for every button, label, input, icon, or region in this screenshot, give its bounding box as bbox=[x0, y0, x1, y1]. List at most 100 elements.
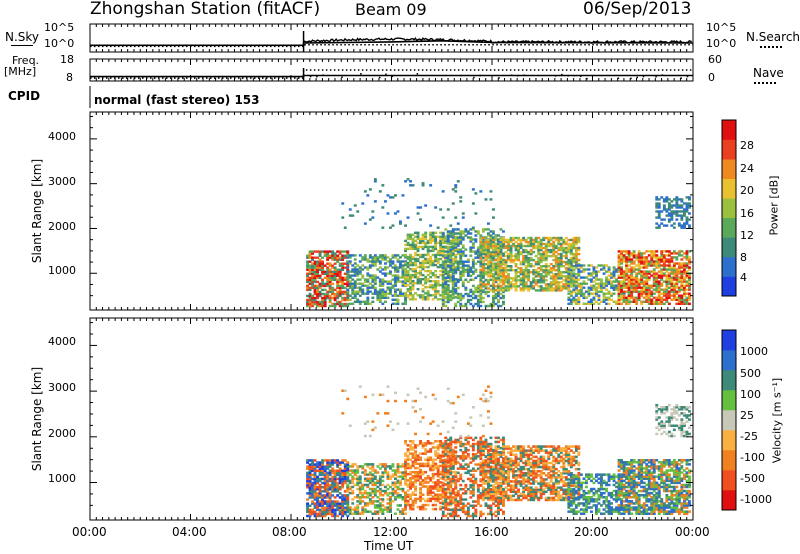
heatmap-cell bbox=[416, 265, 420, 269]
heatmap-cell bbox=[489, 304, 493, 308]
heatmap-cell bbox=[441, 491, 445, 494]
heatmap-cell bbox=[353, 266, 357, 269]
heatmap-cell bbox=[677, 286, 681, 289]
heatmap-cell bbox=[323, 469, 327, 472]
heatmap-cell bbox=[459, 467, 463, 470]
heatmap-cell bbox=[494, 263, 498, 266]
heatmap-cell bbox=[492, 294, 495, 298]
heatmap-cell bbox=[479, 279, 483, 282]
heatmap-cell bbox=[429, 257, 433, 261]
heatmap-cell bbox=[351, 270, 355, 273]
heatmap-cell bbox=[363, 266, 367, 269]
heatmap-cell bbox=[632, 288, 636, 291]
heatmap-cell bbox=[527, 271, 531, 274]
heatmap-cell bbox=[449, 451, 453, 454]
heatmap-cell bbox=[384, 471, 387, 474]
heatmap-cell bbox=[424, 450, 428, 453]
heatmap-cell bbox=[373, 290, 377, 293]
heatmap-cell bbox=[610, 294, 613, 297]
heatmap-cell bbox=[479, 258, 483, 261]
heatmap-cell bbox=[434, 450, 438, 453]
heatmap-cell bbox=[434, 247, 438, 251]
heatmap-cell bbox=[333, 461, 337, 464]
heatmap-cell bbox=[429, 466, 433, 470]
heatmap-cell bbox=[424, 253, 428, 257]
heatmap-cell bbox=[471, 284, 475, 288]
heatmap-cell bbox=[409, 243, 412, 247]
heatmap-cell bbox=[683, 290, 686, 293]
heatmap-cell bbox=[368, 510, 372, 513]
heatmap-cell bbox=[587, 286, 591, 289]
heatmap-cell bbox=[481, 236, 485, 240]
heatmap-cell bbox=[476, 286, 480, 290]
heatmap-cell bbox=[451, 240, 455, 243]
heatmap-cell bbox=[416, 505, 420, 509]
heatmap-cell bbox=[363, 471, 367, 474]
heatmap-cell bbox=[527, 240, 531, 244]
heatmap-cell bbox=[416, 458, 420, 461]
heatmap-cell bbox=[338, 508, 342, 512]
heatmap-cell bbox=[381, 290, 385, 293]
heatmap-cell bbox=[356, 510, 360, 513]
heatmap-cell bbox=[544, 279, 548, 282]
heatmap-cell bbox=[680, 280, 684, 283]
heatmap-cell bbox=[539, 244, 543, 248]
heatmap-cell bbox=[396, 276, 400, 279]
heatmap-cell bbox=[492, 451, 495, 454]
heatmap-cell bbox=[471, 238, 475, 241]
heatmap-cell bbox=[404, 467, 407, 470]
heatmap-cell bbox=[449, 258, 453, 261]
heatmap-cell bbox=[449, 471, 453, 475]
heatmap-cell bbox=[519, 281, 523, 284]
heatmap-cell bbox=[620, 296, 623, 299]
heatmap-cell bbox=[341, 282, 345, 286]
heatmap-cell bbox=[429, 468, 433, 472]
heatmap-cell bbox=[306, 481, 309, 485]
heatmap-cell bbox=[466, 272, 470, 275]
heatmap-cell bbox=[336, 494, 340, 497]
heatmap-cell bbox=[326, 467, 330, 470]
heatmap-cell bbox=[454, 508, 458, 512]
heatmap-cell bbox=[479, 514, 483, 518]
heatmap-cell bbox=[406, 237, 410, 241]
heatmap-cell bbox=[456, 280, 460, 284]
heatmap-cell bbox=[429, 231, 433, 234]
heatmap-cell bbox=[487, 269, 490, 272]
heatmap-cell bbox=[439, 497, 443, 501]
heatmap-cell bbox=[680, 284, 684, 287]
heatmap-cell bbox=[306, 502, 309, 505]
heatmap-cell bbox=[494, 302, 498, 306]
heatmap-cell bbox=[522, 256, 526, 260]
heatmap-cell bbox=[567, 258, 571, 262]
heatmap-cell bbox=[414, 501, 417, 505]
heatmap-cell bbox=[411, 263, 415, 267]
heatmap-cell bbox=[519, 240, 523, 244]
heatmap-cell bbox=[680, 296, 684, 299]
heatmap-cell bbox=[469, 461, 473, 464]
heatmap-cell bbox=[499, 228, 503, 231]
heatmap-cell bbox=[527, 269, 531, 272]
heatmap-cell bbox=[343, 500, 347, 503]
heatmap-cell bbox=[311, 483, 314, 487]
heatmap-cell bbox=[454, 503, 458, 507]
heatmap-cell bbox=[444, 276, 448, 279]
heatmap-cell bbox=[361, 264, 365, 267]
heatmap-cell bbox=[409, 259, 412, 263]
heatmap-cell bbox=[489, 512, 493, 516]
heatmap-cell bbox=[421, 444, 425, 447]
heatmap-cell bbox=[429, 239, 433, 243]
heatmap-cell bbox=[449, 452, 453, 455]
heatmap-cell bbox=[522, 248, 526, 252]
heatmap-cell bbox=[451, 462, 455, 466]
heatmap-cell bbox=[577, 272, 581, 275]
heatmap-cell bbox=[610, 274, 613, 277]
heatmap-cell bbox=[313, 274, 317, 277]
heatmap-cell bbox=[647, 286, 651, 289]
heatmap-cell bbox=[647, 250, 651, 253]
heatmap-cell bbox=[353, 296, 357, 299]
heatmap-cell bbox=[675, 274, 679, 277]
heatmap-cell bbox=[474, 500, 478, 503]
heatmap-cell bbox=[552, 240, 556, 244]
heatmap-cell bbox=[461, 280, 465, 284]
heatmap-cell bbox=[544, 248, 548, 252]
